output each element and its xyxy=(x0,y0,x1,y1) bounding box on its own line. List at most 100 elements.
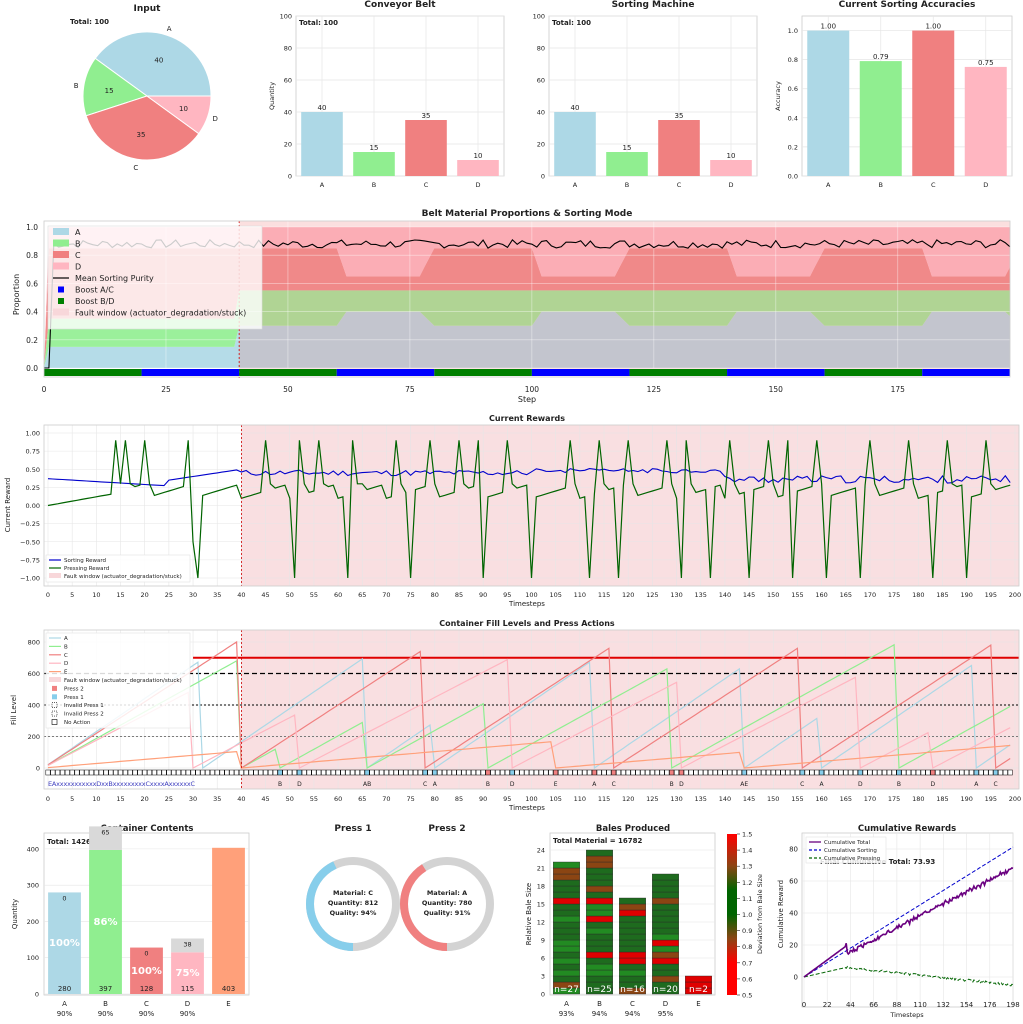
press-material-1: Material: C xyxy=(333,889,373,897)
action-marker xyxy=(683,769,689,776)
action-marker xyxy=(509,769,515,776)
fill-x-tick: 150 xyxy=(767,795,779,803)
fill-x-tick: 90 xyxy=(479,795,487,803)
fault-window xyxy=(241,630,1019,789)
fill-x-tick: 85 xyxy=(455,795,463,803)
bale-block xyxy=(652,969,679,977)
rew-x-tick: 30 xyxy=(189,591,197,599)
action-marker xyxy=(229,769,235,776)
fill-x-tick: 190 xyxy=(960,795,972,803)
pie-pct-C: 35 xyxy=(137,131,146,139)
action-marker xyxy=(413,769,418,776)
action-marker xyxy=(475,769,481,776)
rewards-legend: Sorting Reward Pressing Reward Fault windo… xyxy=(45,554,191,583)
bale-block xyxy=(619,921,646,929)
bale-block xyxy=(619,957,646,965)
prop-y-tick: 1.0 xyxy=(26,223,38,232)
action-marker xyxy=(369,769,375,776)
pie-pct-A: 40 xyxy=(154,56,163,64)
action-marker xyxy=(263,769,269,776)
fill-y-tick: 0 xyxy=(36,765,40,773)
prop-ylabel: Proportion xyxy=(12,274,21,315)
fill-x-tick: 175 xyxy=(888,795,900,803)
press-label-AB: AB xyxy=(363,781,371,788)
press-label-A: A xyxy=(820,781,825,788)
legend-label: A xyxy=(64,636,68,642)
legend-swatch xyxy=(49,573,61,578)
action-marker xyxy=(823,769,829,776)
action-marker xyxy=(350,769,356,776)
pie-label-B: B xyxy=(74,82,79,90)
bales-y-tick: 21 xyxy=(537,865,545,873)
action-marker xyxy=(301,769,307,776)
y-tick-label: 40 xyxy=(537,109,545,117)
pie-label-A: A xyxy=(167,25,172,33)
legend-swatch xyxy=(58,298,64,304)
bale-block xyxy=(553,921,580,929)
press-label-AE: AE xyxy=(740,781,748,788)
rew-x-tick: 110 xyxy=(574,591,586,599)
bar-A xyxy=(301,112,343,176)
legend-label: Cumulative Total xyxy=(824,840,870,846)
action-marker xyxy=(185,769,191,776)
contents-cat-A: A xyxy=(62,1000,67,1008)
bale-block xyxy=(586,915,613,923)
action-marker xyxy=(616,769,621,776)
action-marker xyxy=(693,769,699,776)
bar-D xyxy=(710,160,752,176)
bale-block xyxy=(553,963,580,971)
contents-bar-B xyxy=(89,849,122,994)
bale-block xyxy=(586,897,613,905)
colorbar-tick-label: 1.1 xyxy=(742,895,752,903)
action-marker xyxy=(427,769,433,776)
prop-y-tick: 0.2 xyxy=(26,336,38,345)
fault-window xyxy=(239,221,1011,370)
action-marker xyxy=(432,769,438,776)
press-ring-fill-1 xyxy=(306,857,400,951)
rew-x-tick: 190 xyxy=(960,591,972,599)
action-marker xyxy=(954,769,960,776)
fill-x-tick: 115 xyxy=(598,795,610,803)
fill-x-tick: 120 xyxy=(622,795,634,803)
rew-x-tick: 115 xyxy=(598,591,610,599)
bale-block xyxy=(553,915,580,923)
mode-segment xyxy=(629,369,728,376)
action-marker xyxy=(50,769,56,776)
action-marker xyxy=(127,769,133,776)
bale-block xyxy=(652,933,679,941)
action-marker xyxy=(877,769,883,776)
x-tick-C: C xyxy=(424,181,429,189)
bales-total: Total Material = 16782 xyxy=(553,837,643,845)
rew-x-tick: 150 xyxy=(767,591,779,599)
x-tick-B: B xyxy=(372,181,376,189)
fill-x-tick: 145 xyxy=(743,795,755,803)
rew-x-tick: 10 xyxy=(92,591,100,599)
action-marker xyxy=(55,769,61,776)
rew-x-tick: 80 xyxy=(431,591,439,599)
action-marker xyxy=(620,769,626,776)
rew-x-tick: 145 xyxy=(743,591,755,599)
bale-block xyxy=(652,921,679,929)
bale-block xyxy=(553,951,580,959)
cum-x-tick: 176 xyxy=(983,1001,997,1009)
action-marker xyxy=(978,769,984,776)
rew-x-tick: 75 xyxy=(406,591,414,599)
colorbar-tick-label: 0.5 xyxy=(742,992,752,1000)
legend-swatch xyxy=(52,685,57,691)
x-tick-D: D xyxy=(728,181,733,189)
action-marker xyxy=(238,769,244,776)
action-marker xyxy=(775,769,781,776)
action-marker xyxy=(287,769,293,776)
cum-y-tick: 60 xyxy=(789,878,798,886)
fill-y-tick: 200 xyxy=(28,733,40,741)
action-marker xyxy=(98,769,104,776)
legend-swatch xyxy=(58,286,64,293)
action-marker xyxy=(267,769,273,776)
action-marker xyxy=(640,769,646,776)
rewards-title: Current Rewards xyxy=(489,414,565,423)
bale-block xyxy=(586,885,613,893)
contents-bar-extra-D xyxy=(171,938,204,953)
bar-value-C: 35 xyxy=(675,112,684,120)
action-marker xyxy=(925,769,931,776)
container-contents-chart: Container Contents 0 100 200 300 400 Total: 14… xyxy=(11,824,250,1018)
